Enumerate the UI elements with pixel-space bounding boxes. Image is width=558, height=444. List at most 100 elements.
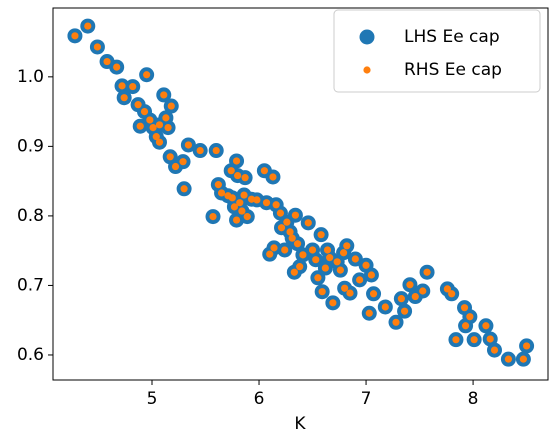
legend-label: LHS Ee cap [404,27,500,47]
scatter-point [262,199,271,207]
scatter-point [166,153,174,161]
scatter-point [277,224,286,232]
scatter-point [522,342,531,350]
scatter-point [269,173,277,181]
scatter-point [71,32,79,40]
scatter-point [155,121,164,129]
x-tick-label: 8 [468,389,479,409]
scatter-point [365,309,373,317]
scatter-point [238,207,246,215]
scatter-point [286,228,294,236]
scatter-point [452,336,460,344]
scatter-point [232,157,241,165]
y-tick-label: 1.0 [17,67,44,87]
scatter-point [321,264,329,272]
scatter-point [171,162,180,171]
y-tick-label: 0.9 [17,136,44,156]
scatter-point [326,254,334,262]
scatter-point [314,274,322,282]
scatter-point [339,249,348,257]
scatter-point [336,266,344,274]
scatter-point [227,167,235,175]
scatter-point [247,195,256,203]
scatter-point [160,91,168,99]
scatter-point [406,281,414,289]
scatter-point [103,57,111,66]
scatter-point [162,114,170,122]
scatter-point [290,268,298,276]
plot-frame [52,7,549,381]
legend-box [333,9,541,93]
scatter-point [283,218,291,226]
scatter-point [155,138,164,146]
scatter-point [240,191,248,199]
scatter-point [146,116,154,124]
y-tick-label: 0.6 [17,345,44,365]
scatter-point [241,174,249,182]
scatter-point [369,290,378,298]
scatter-point [167,102,175,110]
scatter-point [209,212,217,221]
scatter-point [318,288,326,296]
scatter-point [214,181,222,189]
scatter-point [304,219,312,227]
scatter-point [381,303,389,311]
y-tick-label: 0.7 [17,275,44,295]
scatter-point [470,336,478,344]
scatter-point [118,82,126,90]
scatter-point [212,146,220,155]
scatter-point [333,258,341,266]
scatter-point [149,123,157,132]
x-axis-label: K [294,414,306,434]
scatter-point [272,201,280,209]
scatter-point [232,216,241,224]
scatter-point [276,209,285,217]
scatter-point [519,355,527,363]
scatter-point [367,271,376,279]
scatter-point [356,276,364,284]
scatter-point [134,101,142,109]
scatter-point [312,256,320,264]
y-tick-label: 0.8 [17,206,44,226]
scatter-point [362,261,370,269]
scatter-point [180,185,188,193]
scatter-point [346,289,354,297]
scatter-point [504,355,512,363]
scatter-point [343,242,351,250]
scatter-point [490,346,499,354]
scatter-point [230,203,239,211]
scatter-point [486,335,494,343]
scatter-point [329,299,337,307]
scatter-point [236,199,244,207]
scatter-point [164,123,172,132]
scatter-point [217,189,226,197]
scatter-point [113,63,121,71]
scatter-point [179,158,187,166]
scatter-point [93,43,102,51]
scatter-point [196,146,204,155]
legend-marker [363,66,371,74]
scatter-point [448,290,456,298]
scatter-point [281,246,289,254]
scatter-point [291,211,300,219]
scatter-point [466,313,474,321]
scatter-point [397,295,405,303]
scatter-point [152,133,160,141]
scatter-point [129,82,137,91]
scatter-point [423,268,431,276]
scatter-point [392,318,400,326]
scatter-point [84,22,92,30]
scatter-point [317,231,325,239]
scatter-point [443,285,451,293]
scatter-point [234,171,242,180]
scatter-point [323,246,332,254]
scatter-point [228,194,236,202]
scatter-point [411,292,419,301]
x-tick-label: 5 [147,389,158,409]
scatter-point [341,284,349,292]
legend-marker [359,29,375,45]
scatter-point [120,94,128,102]
scatter-point [140,108,149,116]
legend-label: RHS Ee cap [404,60,502,80]
scatter-point [400,307,409,315]
